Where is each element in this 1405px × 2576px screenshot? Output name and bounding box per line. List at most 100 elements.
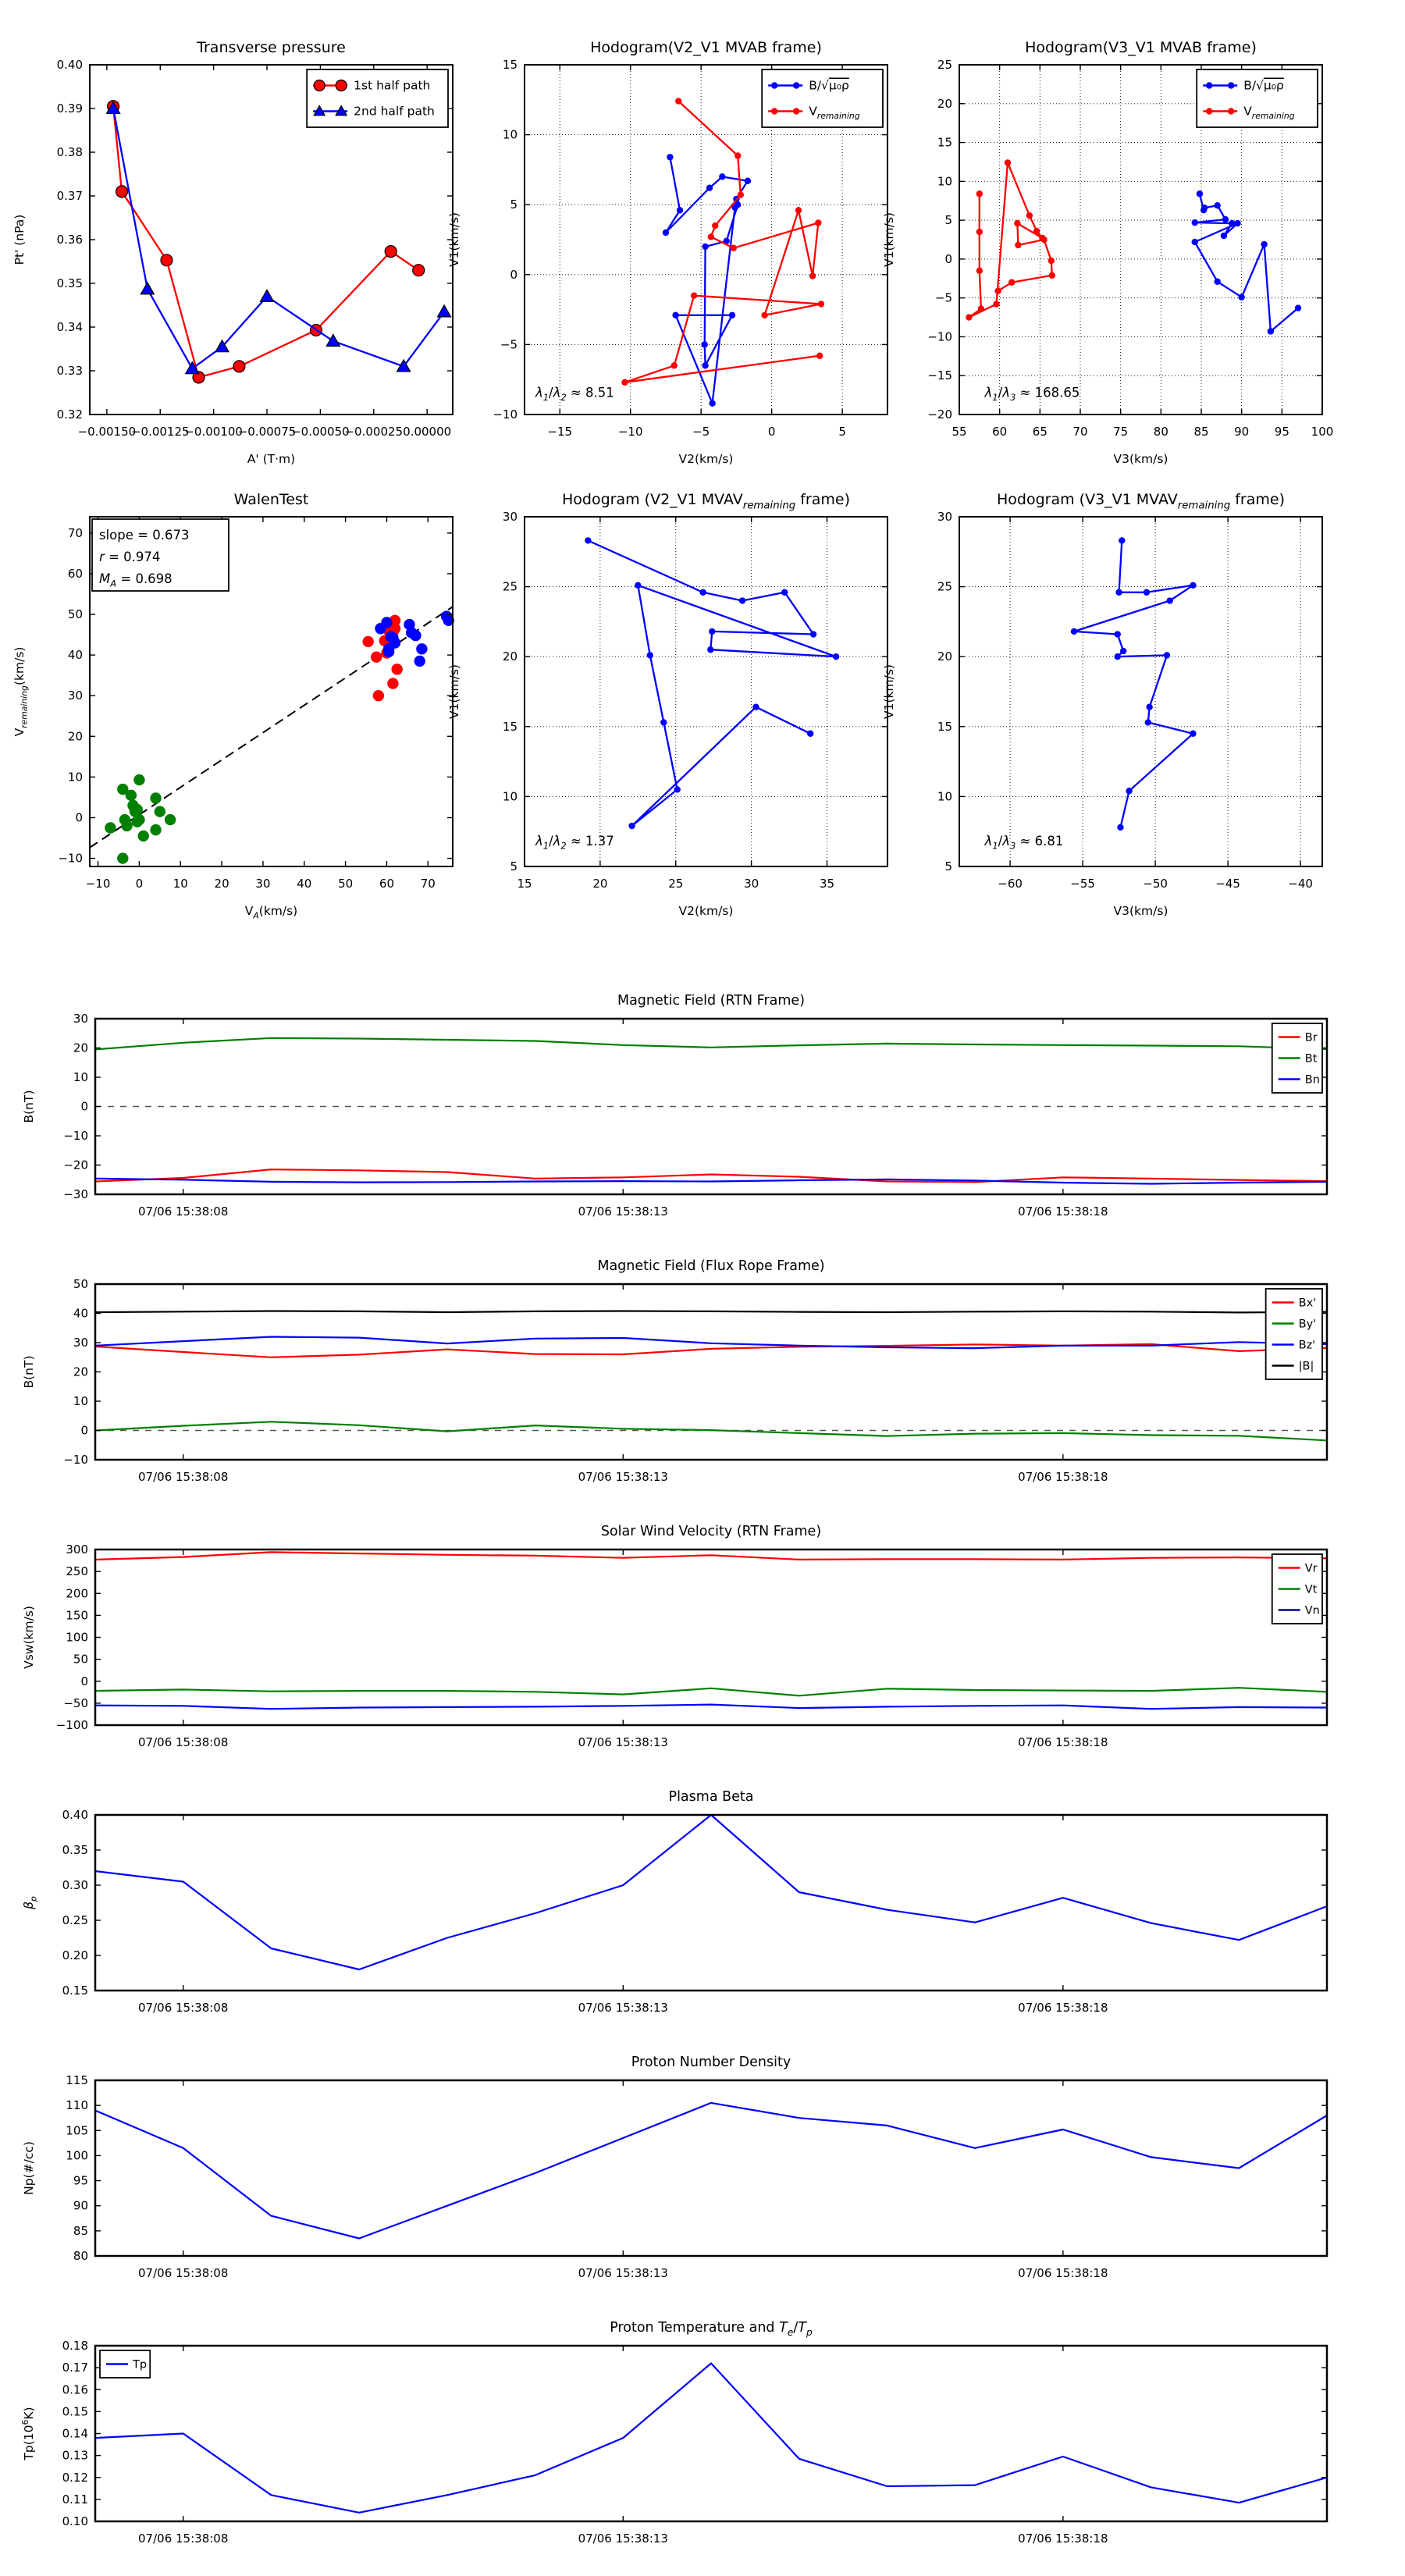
legend-label: Vt [1305, 1584, 1318, 1596]
hodogram-v3v1-mvav-plot: −60 −55 −50 −45 −40 5 10 15 20 25 30 Hodogram (V3_V… [882, 491, 1323, 918]
y-tick-label: 10 [937, 789, 952, 803]
y-axis-label: βp [22, 1896, 38, 1910]
y-tick-label: 10 [73, 1394, 88, 1408]
lambda-annotation: λ1/λ2 ≈ 8.51 [535, 386, 614, 404]
y-tick-label: 0.30 [62, 1878, 88, 1892]
y-tick-label: 50 [73, 1277, 88, 1291]
y-tick-label: −10 [927, 329, 952, 343]
x-tick-label: −5 [692, 425, 710, 439]
y-tick-label: 0.36 [57, 233, 83, 247]
y-tick-label: 25 [503, 580, 518, 594]
y-tick-label: 0 [75, 810, 83, 824]
y-tick-label: 50 [68, 607, 83, 621]
x-tick-label: 95 [1275, 425, 1289, 439]
x-tick-label: 15 [517, 877, 532, 891]
y-tick-label: 5 [510, 197, 518, 212]
y-axis-label: Np(#/cc) [22, 2141, 36, 2195]
x-tick-label: −15 [547, 425, 572, 439]
y-tick-label: 15 [937, 136, 952, 150]
y-tick-label: 0.39 [57, 101, 83, 116]
chart-magnetic-field-rtn: 07/06 15:38:08 07/06 15:38:13 07/06 15:38:… [0, 972, 1405, 1237]
y-tick-label: 0.11 [62, 2492, 88, 2507]
x-axis-label: V3(km/s) [1114, 452, 1168, 466]
x-axis-label: V2(km/s) [679, 452, 734, 466]
chart-hodogram-v2v1-mvav: 15 20 25 30 35 5 10 15 20 25 30 Hodogram (V2_V1 MVA… [435, 460, 934, 928]
x-tick-label: 07/06 15:38:18 [1018, 2001, 1108, 2015]
y-tick-label: 30 [73, 1012, 88, 1026]
y-axis-label: Vremaining(km/s) [12, 647, 29, 737]
x-tick-label: 30 [255, 877, 270, 891]
chart-proton-number-density: 07/06 15:38:08 07/06 15:38:13 07/06 15:38:… [0, 2033, 1405, 2299]
y-tick-label: 25 [937, 580, 952, 594]
y-tick-label: 0.14 [62, 2427, 88, 2441]
x-tick-label: 85 [1193, 425, 1208, 439]
y-axis-label: B(nT) [22, 1355, 36, 1388]
x-tick-label: 20 [592, 877, 607, 891]
chart-proton-temperature: 07/06 15:38:08 07/06 15:38:13 07/06 15:38:… [0, 2299, 1405, 2564]
y-tick-label: 40 [68, 648, 83, 662]
y-tick-label: −20 [63, 1158, 88, 1172]
y-tick-label: 200 [66, 1586, 88, 1600]
x-tick-label: 07/06 15:38:08 [138, 2532, 228, 2546]
y-tick-label: 0.10 [62, 2514, 88, 2528]
y-tick-label: 20 [73, 1041, 88, 1055]
x-tick-label: 07/06 15:38:13 [578, 2001, 668, 2015]
x-tick-label: −40 [1288, 877, 1313, 891]
chart-title: Proton Temperature and Te/Tp [610, 2320, 813, 2338]
y-tick-label: 30 [937, 510, 952, 524]
chart-title: WalenTest [234, 491, 309, 508]
chart-title: Proton Number Density [631, 2055, 791, 2070]
y-tick-label: 20 [937, 649, 952, 664]
y-tick-label: −30 [63, 1187, 88, 1201]
x-tick-label: 75 [1113, 425, 1128, 439]
y-tick-label: 30 [503, 510, 518, 524]
lambda-annotation: λ1/λ3 ≈ 168.65 [984, 386, 1080, 404]
x-tick-label: 55 [951, 425, 966, 439]
chart-title: Solar Wind Velocity (RTN Frame) [601, 1524, 821, 1539]
y-tick-label: 10 [503, 789, 518, 803]
x-tick-label: 07/06 15:38:13 [578, 2532, 668, 2546]
chart-title: Magnetic Field (RTN Frame) [617, 993, 805, 1009]
x-axis-label: VA(km/s) [245, 904, 297, 920]
y-tick-label: 100 [66, 2148, 88, 2162]
y-tick-label: 0 [80, 1424, 88, 1438]
y-tick-label: 0.20 [62, 1948, 88, 1962]
x-tick-label: −0.00100 [184, 425, 243, 439]
x-tick-label: 07/06 15:38:13 [578, 1735, 668, 1749]
x-tick-label: −0.00125 [131, 425, 190, 439]
x-tick-label: 25 [668, 877, 683, 891]
chart-transverse-pressure: −0.00150 −0.00125 −0.00100 −0.00075 −0.00050… [0, 8, 500, 476]
legend-label: Vr [1305, 1563, 1318, 1575]
y-tick-label: 0.35 [57, 276, 83, 290]
y-tick-label: 150 [66, 1608, 88, 1622]
y-tick-label: 0.32 [57, 407, 83, 422]
y-axis-label: V1(km/s) [447, 212, 461, 267]
y-tick-label: 15 [503, 58, 518, 72]
y-tick-label: −50 [63, 1696, 88, 1710]
y-tick-label: −10 [63, 1453, 88, 1467]
legend-label: Vremaining [1243, 105, 1295, 121]
y-tick-label: 0.18 [62, 2339, 88, 2353]
y-tick-label: 5 [944, 213, 952, 227]
x-tick-label: −0.00025 [344, 425, 403, 439]
y-tick-label: 5 [510, 859, 518, 873]
x-tick-label: 60 [379, 877, 394, 891]
y-tick-label: 30 [68, 688, 83, 703]
x-tick-label: 07/06 15:38:18 [1018, 1204, 1108, 1219]
y-tick-label: 20 [503, 649, 518, 664]
stats-line: slope = 0.673 [99, 528, 189, 543]
x-tick-label: 07/06 15:38:08 [138, 1470, 228, 1484]
x-tick-label: 30 [744, 877, 759, 891]
y-tick-label: 20 [937, 97, 952, 111]
y-tick-label: 20 [68, 729, 83, 743]
x-tick-label: 07/06 15:38:13 [578, 2266, 668, 2280]
x-tick-label: −50 [1143, 877, 1168, 891]
y-tick-label: 5 [944, 859, 952, 873]
lambda-annotation: λ1/λ2 ≈ 1.37 [535, 834, 614, 852]
x-tick-label: −55 [1070, 877, 1095, 891]
x-tick-label: −0.00150 [78, 425, 137, 439]
x-tick-label: −10 [618, 425, 643, 439]
y-tick-label: 0.33 [57, 364, 83, 378]
proton-temperature-plot: 07/06 15:38:08 07/06 15:38:13 07/06 15:38:… [20, 2320, 1329, 2546]
chart-title: Hodogram (V2_V1 MVAVremaining frame) [562, 491, 850, 511]
